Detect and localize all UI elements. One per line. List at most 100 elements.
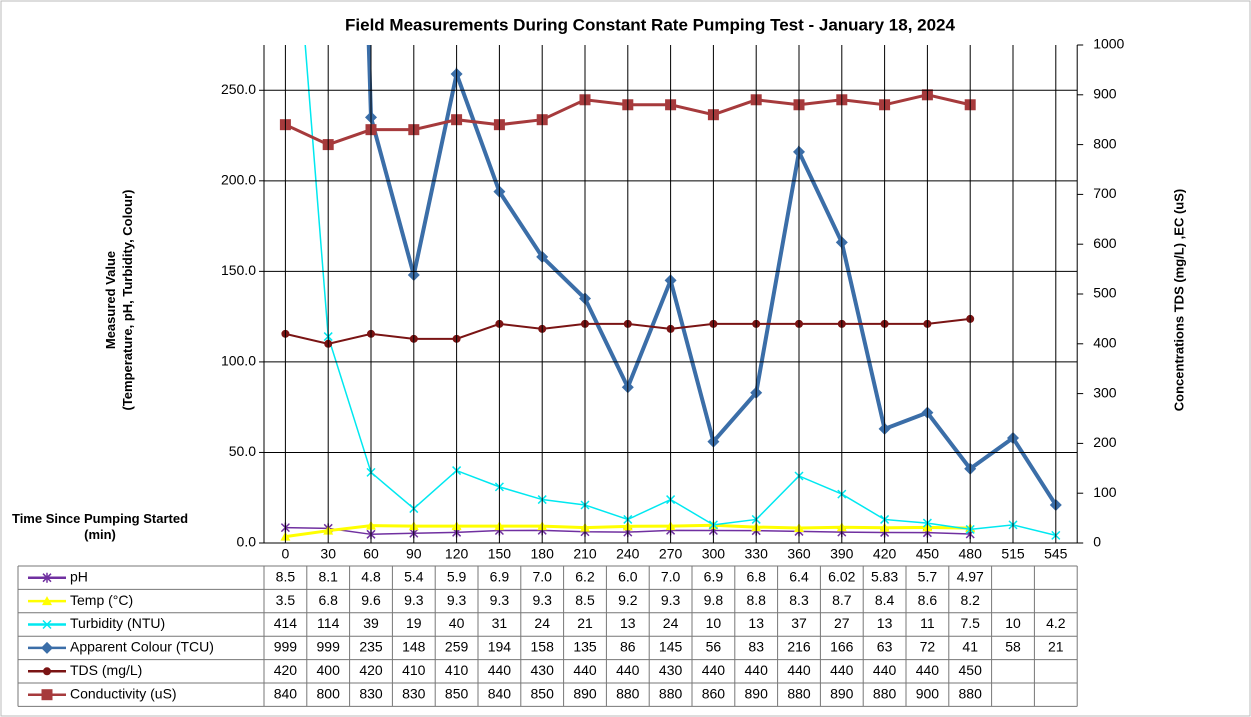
y-axis-label-line: (Temperature, pH, Turbidity, Colour) xyxy=(120,190,135,411)
y2-tick-label: 700 xyxy=(1093,185,1117,201)
table-cell: 440 xyxy=(573,662,597,678)
table-cell: 3.5 xyxy=(276,592,296,608)
table-cell: 999 xyxy=(317,639,341,655)
table-cell: 890 xyxy=(830,685,854,701)
legend-label: pH xyxy=(70,568,88,584)
table-cell: 440 xyxy=(916,662,940,678)
x-tick-label: 545 xyxy=(1044,546,1068,562)
marker xyxy=(42,572,52,583)
table-cell: 450 xyxy=(959,662,983,678)
table-cell: 9.2 xyxy=(618,592,638,608)
table-cell: 114 xyxy=(317,615,340,631)
table-cell: 850 xyxy=(445,685,469,701)
table-cell: 8.7 xyxy=(832,592,852,608)
table-cell: 999 xyxy=(274,639,298,655)
table-cell: 414 xyxy=(274,615,298,631)
table-cell: 9.3 xyxy=(447,592,467,608)
y-tick-label: 150.0 xyxy=(221,262,256,278)
table-cell: 8.5 xyxy=(575,592,595,608)
table-cell: 58 xyxy=(1005,639,1021,655)
x-tick-label: 30 xyxy=(320,546,336,562)
table-cell: 56 xyxy=(706,639,722,655)
table-cell: 6.9 xyxy=(490,568,510,584)
y2-tick-label: 900 xyxy=(1093,86,1117,102)
table-cell: 400 xyxy=(317,662,341,678)
table-cell: 6.2 xyxy=(575,568,595,584)
table-cell: 900 xyxy=(916,685,940,701)
x-tick-label: 330 xyxy=(745,546,769,562)
x-tick-label: 270 xyxy=(659,546,683,562)
table-cell: 8.6 xyxy=(918,592,938,608)
x-tick-label: 60 xyxy=(363,546,379,562)
table-cell: 4.8 xyxy=(361,568,381,584)
table-cell: 37 xyxy=(791,615,807,631)
y2-tick-label: 400 xyxy=(1093,335,1117,351)
y2-tick-label: 300 xyxy=(1093,384,1117,400)
table-cell: 440 xyxy=(488,662,512,678)
table-cell: 830 xyxy=(402,685,426,701)
y2-tick-label: 100 xyxy=(1093,484,1117,500)
table-cell: 6.4 xyxy=(789,568,809,584)
table-cell: 4.2 xyxy=(1046,615,1066,631)
chart-title: Field Measurements During Constant Rate … xyxy=(345,15,955,34)
x-axis-label: Time Since Pumping Started (min) xyxy=(11,511,189,542)
table-cell: 840 xyxy=(274,685,298,701)
x-tick-label: 90 xyxy=(406,546,422,562)
table-cell: 8.1 xyxy=(318,568,338,584)
table-cell: 10 xyxy=(1005,615,1021,631)
x-tick-label: 360 xyxy=(787,546,811,562)
table-cell: 9.3 xyxy=(661,592,681,608)
y-axis-label-line: Measured Value xyxy=(103,251,118,349)
x-tick-label: 180 xyxy=(531,546,555,562)
table-cell: 41 xyxy=(962,639,978,655)
table-cell: 9.3 xyxy=(490,592,510,608)
table-cell: 6.9 xyxy=(704,568,724,584)
table-cell: 21 xyxy=(577,615,593,631)
marker xyxy=(42,619,52,630)
marker xyxy=(43,667,51,676)
table-cell: 880 xyxy=(787,685,811,701)
y-tick-label: 100.0 xyxy=(221,353,256,369)
table-cell: 6.8 xyxy=(318,592,338,608)
marker xyxy=(42,596,52,606)
table-cell: 5.4 xyxy=(404,568,424,584)
x-tick-label: 480 xyxy=(959,546,983,562)
table-cell: 890 xyxy=(745,685,769,701)
table-cell: 440 xyxy=(787,662,811,678)
table-cell: 8.4 xyxy=(875,592,895,608)
table-cell: 166 xyxy=(830,639,854,655)
table-cell: 440 xyxy=(616,662,640,678)
table-cell: 11 xyxy=(920,615,935,631)
x-tick-label: 300 xyxy=(702,546,726,562)
table-cell: 440 xyxy=(745,662,769,678)
y2-tick-label: 600 xyxy=(1093,235,1117,251)
y-axis-label: Measured Value (Temperature, pH, Turbidit… xyxy=(103,190,135,411)
legend-label: Turbidity (NTU) xyxy=(70,615,165,631)
legend-label: TDS (mg/L) xyxy=(70,662,142,678)
table-cell: 216 xyxy=(787,639,811,655)
table-cell: 880 xyxy=(959,685,983,701)
table-cell: 63 xyxy=(877,639,893,655)
y2-tick-label: 200 xyxy=(1093,434,1117,450)
table-cell: 5.83 xyxy=(871,568,898,584)
table-cell: 430 xyxy=(659,662,683,678)
table-cell: 10 xyxy=(706,615,722,631)
table-cell: 420 xyxy=(359,662,383,678)
table-cell: 7.0 xyxy=(532,568,552,584)
table-cell: 8.5 xyxy=(276,568,296,584)
table-cell: 850 xyxy=(531,685,555,701)
table-cell: 6.0 xyxy=(618,568,638,584)
table-cell: 145 xyxy=(659,639,683,655)
x-tick-label: 210 xyxy=(573,546,597,562)
y-tick-label: 250.0 xyxy=(221,81,256,97)
y2-tick-label: 800 xyxy=(1093,135,1117,151)
table-cell: 840 xyxy=(488,685,512,701)
table-cell: 6.02 xyxy=(828,568,855,584)
table-cell: 259 xyxy=(445,639,469,655)
table-cell: 8.2 xyxy=(960,592,980,608)
y-tick-label: 200.0 xyxy=(221,172,256,188)
table-cell: 13 xyxy=(620,615,636,631)
marker xyxy=(41,689,53,701)
